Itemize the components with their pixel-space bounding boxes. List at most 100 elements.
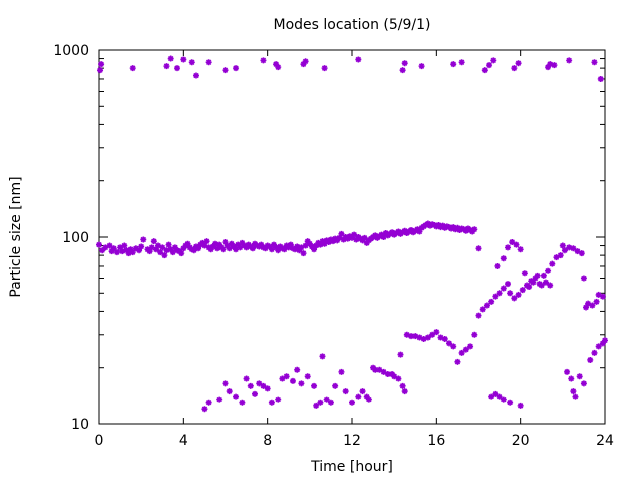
data-point bbox=[418, 63, 425, 70]
data-point bbox=[429, 331, 436, 338]
data-point bbox=[268, 246, 275, 253]
data-point bbox=[195, 245, 202, 252]
data-point bbox=[296, 247, 303, 254]
data-point bbox=[283, 373, 290, 380]
data-point bbox=[547, 61, 554, 68]
data-point bbox=[235, 241, 242, 248]
x-tick-label: 12 bbox=[343, 433, 361, 449]
data-point bbox=[294, 243, 301, 250]
data-point bbox=[338, 368, 345, 375]
data-point bbox=[488, 393, 495, 400]
data-point bbox=[148, 244, 155, 251]
data-point bbox=[260, 244, 267, 251]
data-point bbox=[96, 241, 102, 248]
data-point bbox=[268, 399, 275, 406]
data-point bbox=[171, 244, 178, 251]
data-point bbox=[203, 238, 210, 245]
data-point bbox=[174, 65, 181, 72]
data-point bbox=[602, 337, 608, 344]
data-point bbox=[258, 241, 265, 248]
data-point bbox=[564, 368, 571, 375]
data-point bbox=[599, 293, 606, 300]
data-point bbox=[216, 241, 223, 248]
data-point bbox=[380, 234, 387, 240]
data-point bbox=[121, 242, 128, 249]
data-point bbox=[230, 243, 237, 250]
data-point bbox=[273, 61, 280, 68]
data-point bbox=[359, 388, 366, 395]
data-point bbox=[188, 59, 195, 66]
data-point bbox=[97, 67, 104, 74]
data-point bbox=[557, 252, 564, 259]
data-point bbox=[450, 343, 457, 350]
data-point bbox=[192, 72, 199, 79]
data-point bbox=[471, 331, 478, 338]
data-point bbox=[102, 244, 109, 251]
data-point bbox=[380, 368, 387, 375]
data-point bbox=[542, 279, 549, 286]
data-point bbox=[511, 295, 518, 302]
x-axis-label: Time [hour] bbox=[310, 459, 393, 475]
data-point bbox=[376, 366, 383, 373]
data-point bbox=[589, 302, 596, 309]
data-point bbox=[395, 228, 402, 235]
data-point bbox=[163, 247, 170, 254]
data-point bbox=[334, 237, 341, 244]
data-point bbox=[129, 249, 136, 256]
data-point bbox=[382, 230, 389, 237]
data-point bbox=[490, 57, 497, 64]
data-point bbox=[450, 61, 457, 68]
data-point bbox=[292, 246, 299, 253]
data-point bbox=[222, 67, 229, 74]
data-point bbox=[119, 248, 126, 255]
data-point bbox=[492, 293, 499, 300]
data-point bbox=[353, 236, 360, 243]
data-point bbox=[570, 245, 577, 252]
data-point bbox=[184, 240, 191, 247]
data-point bbox=[226, 245, 233, 252]
data-point bbox=[359, 237, 366, 244]
data-point bbox=[538, 282, 545, 289]
data-point bbox=[321, 65, 328, 72]
data-point bbox=[519, 287, 526, 294]
x-tick-label: 4 bbox=[179, 433, 188, 449]
data-point bbox=[209, 243, 216, 250]
data-point bbox=[123, 247, 130, 254]
data-point bbox=[580, 275, 587, 282]
data-point bbox=[201, 242, 208, 249]
data-point bbox=[416, 334, 423, 341]
data-point bbox=[146, 248, 153, 255]
data-point bbox=[416, 228, 423, 235]
data-point bbox=[576, 373, 583, 380]
data-point bbox=[99, 247, 106, 254]
data-point bbox=[591, 59, 598, 66]
data-point bbox=[349, 399, 355, 406]
data-point bbox=[481, 67, 488, 74]
data-point bbox=[113, 249, 120, 256]
data-point bbox=[157, 249, 164, 256]
data-point bbox=[319, 353, 326, 360]
data-point bbox=[300, 61, 307, 68]
data-point bbox=[597, 75, 604, 82]
y-tick-label: 100 bbox=[62, 230, 89, 246]
data-point bbox=[412, 333, 419, 340]
data-point bbox=[475, 245, 482, 252]
data-point bbox=[306, 240, 313, 247]
data-point bbox=[580, 380, 587, 387]
data-point bbox=[363, 393, 370, 400]
data-point bbox=[216, 396, 223, 403]
data-point bbox=[159, 244, 166, 251]
data-point bbox=[163, 63, 170, 70]
data-point bbox=[570, 388, 577, 395]
data-point bbox=[547, 282, 554, 289]
chart-title: Modes location (5/9/1) bbox=[274, 17, 431, 33]
data-point bbox=[355, 56, 362, 63]
data-point bbox=[155, 242, 162, 249]
data-point bbox=[247, 382, 254, 389]
data-point bbox=[363, 239, 370, 246]
data-point bbox=[285, 244, 292, 251]
data-point bbox=[441, 335, 448, 342]
data-point bbox=[372, 232, 379, 239]
data-point bbox=[496, 393, 503, 400]
data-point bbox=[566, 57, 573, 64]
